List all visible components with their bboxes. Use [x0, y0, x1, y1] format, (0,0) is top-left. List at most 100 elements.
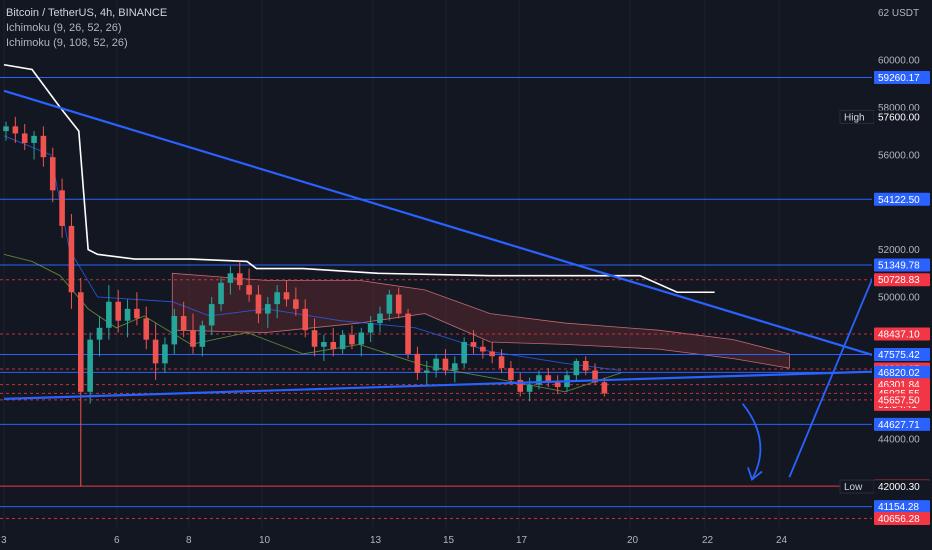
y-tick-label: 60000.00 — [878, 56, 920, 67]
price-label: 50728.83 — [878, 275, 920, 286]
candle-body — [199, 325, 206, 347]
x-tick-label: 10 — [259, 535, 271, 546]
y-tick-label: 58000.00 — [878, 103, 920, 114]
candle-body — [115, 301, 121, 321]
price-label: 40656.28 — [878, 514, 920, 525]
candle-body — [283, 292, 290, 300]
price-label: 59260.17 — [878, 73, 920, 84]
candle-body — [480, 346, 486, 352]
candle-body — [498, 356, 505, 369]
x-tick-label: 15 — [443, 535, 455, 546]
price-label: 47575.42 — [878, 350, 920, 361]
candle-body — [554, 382, 561, 388]
candle-body — [377, 313, 383, 324]
x-tick-label: 6 — [114, 535, 120, 546]
price-label-box — [874, 417, 930, 431]
candle-body — [433, 358, 439, 371]
drawings[interactable] — [3, 89, 932, 481]
x-tick-label: 22 — [702, 535, 714, 546]
y-tick-label: 52000.00 — [878, 245, 920, 256]
candle-body — [162, 344, 168, 364]
time-axis-bg — [0, 530, 874, 550]
indicator-1[interactable]: Ichimoku (9, 26, 52, 26) — [6, 22, 122, 34]
candle-body — [461, 342, 467, 364]
candle-body — [442, 358, 449, 371]
candle-body — [367, 323, 374, 333]
price-label: 41154.28 — [878, 502, 919, 513]
x-tick-label: 17 — [516, 535, 528, 546]
candle-body — [190, 330, 196, 347]
projection-down-curve — [741, 403, 762, 480]
symbol-title[interactable]: Bitcoin / TetherUS, 4h, BINANCE — [6, 7, 168, 19]
price-label-box — [874, 110, 930, 124]
descending-trendline — [3, 89, 932, 375]
price-label: 42000.30 — [878, 482, 920, 493]
candle-body — [526, 384, 533, 392]
candle-body — [489, 351, 495, 357]
candle-body — [508, 368, 514, 380]
x-tick-label: 20 — [627, 535, 639, 546]
time-axis[interactable]: 3 6 8 10 13 15 17 20 22 24 — [0, 530, 874, 550]
candlesticks[interactable] — [3, 116, 608, 487]
y-tick-label: 56000.00 — [878, 150, 920, 161]
candle-body — [208, 304, 215, 326]
price-label-box — [874, 192, 930, 206]
kumo-cloud — [171, 272, 790, 369]
candle-body — [536, 375, 542, 385]
candle-body — [582, 360, 589, 371]
candle-body — [40, 135, 47, 158]
ichimoku-lines — [3, 63, 715, 393]
price-label-box — [874, 327, 930, 341]
price-label-box — [874, 347, 930, 361]
candle-body — [302, 308, 308, 331]
candle-body — [349, 334, 355, 345]
y-tick-label: 50000.00 — [878, 293, 920, 304]
candle-body — [152, 339, 159, 364]
candle-body — [293, 299, 299, 309]
price-label-box — [874, 273, 930, 287]
x-tick-label: 3 — [1, 535, 7, 546]
candle-body — [321, 342, 327, 347]
indicator-2[interactable]: Ichimoku (9, 108, 52, 26) — [6, 37, 128, 49]
tenkan-line — [3, 135, 622, 371]
candle-body — [517, 379, 524, 392]
candle-body — [592, 370, 598, 383]
candle-body — [265, 304, 271, 314]
price-label-box — [874, 365, 930, 379]
level-tag: Low — [844, 482, 863, 493]
candle-body — [470, 342, 477, 347]
candle-body — [395, 294, 402, 314]
price-label: 44627.71 — [878, 420, 920, 431]
candle-body — [96, 327, 103, 340]
candle-body — [414, 353, 421, 373]
candle-body — [124, 308, 131, 321]
price-label: 45657.50 — [878, 395, 920, 406]
price-label: 57600.00 — [878, 112, 920, 123]
candle-body — [21, 133, 28, 143]
candle-body — [246, 285, 252, 295]
ichimoku-cloud — [171, 272, 790, 369]
price-label: 46820.02 — [878, 368, 920, 379]
price-label-box — [874, 511, 930, 525]
price-axis[interactable]: 60000.00 58000.00 56000.00 52000.00 50000.00… — [839, 0, 932, 550]
candle-body — [339, 334, 346, 350]
candle-body — [134, 308, 140, 319]
candle-body — [405, 313, 411, 354]
chart-legend: Bitcoin / TetherUS, 4h, BINANCE Ichimoku… — [6, 6, 167, 51]
candle-body — [3, 126, 9, 132]
candle-body — [330, 342, 337, 350]
price-label: 54122.50 — [878, 195, 920, 206]
candle-body — [218, 282, 224, 305]
chikou-span — [3, 253, 622, 393]
price-label: 46301.84 — [878, 380, 920, 391]
candle-body — [143, 318, 150, 340]
arrow-down-icon — [747, 467, 763, 481]
candle-body — [68, 225, 75, 293]
price-label-box — [874, 500, 930, 514]
candle-body — [106, 301, 112, 328]
candle-body — [171, 315, 178, 345]
candle-body — [311, 330, 318, 347]
price-label-box — [874, 258, 930, 272]
y-tick-label: 44000.00 — [878, 435, 920, 446]
